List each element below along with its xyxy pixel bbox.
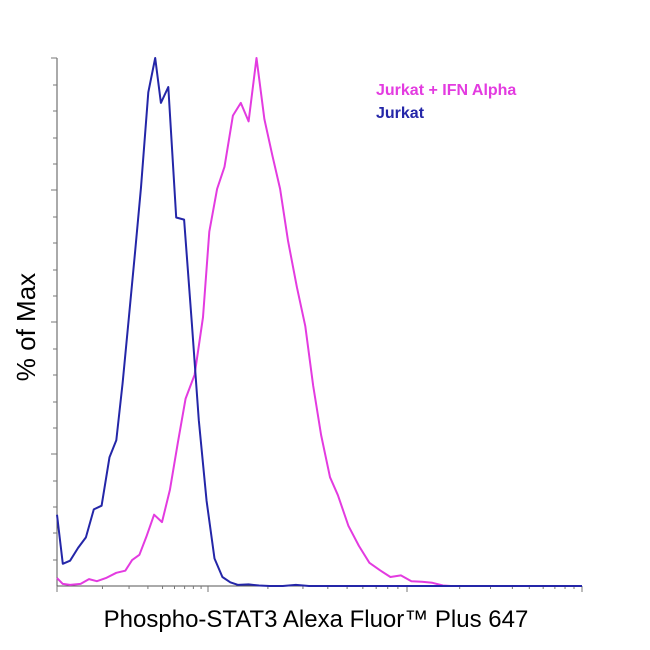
series-layer [56, 57, 582, 587]
x-axis-ticks [56, 586, 583, 592]
series-line-jurkat [56, 57, 582, 587]
legend-entry-jurkat-ifn-alpha: Jurkat + IFN Alpha [376, 82, 516, 99]
y-axis-title: % of Max [11, 273, 41, 381]
y-axis-ticks [51, 57, 57, 561]
plot-area [51, 57, 583, 592]
legend: Jurkat + IFN Alpha Jurkat [376, 82, 516, 122]
legend-entry-jurkat: Jurkat [376, 105, 425, 122]
series-line-jurkat-ifn-alpha [56, 57, 582, 587]
x-axis-title: Phospho-STAT3 Alexa Fluor™ Plus 647 [104, 606, 529, 633]
